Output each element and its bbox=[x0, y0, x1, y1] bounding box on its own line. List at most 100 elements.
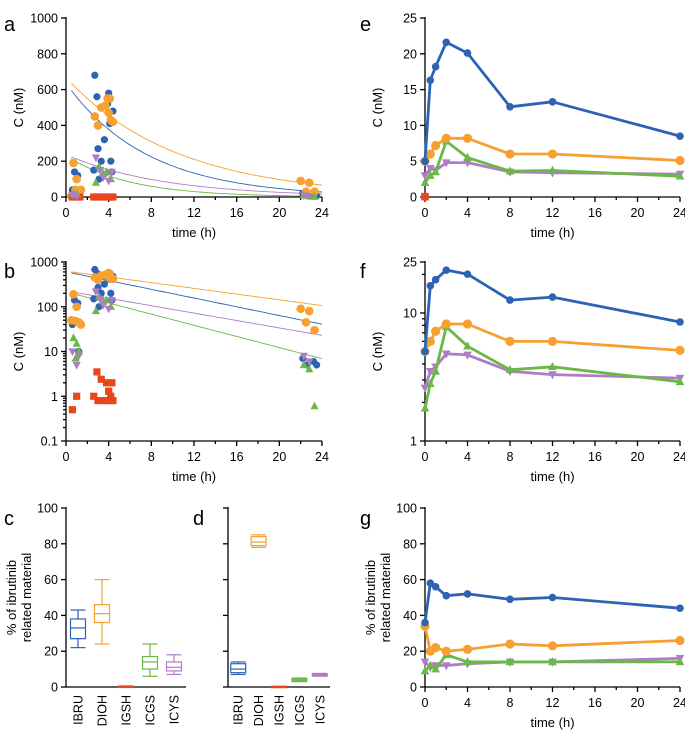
fit-line-icgs bbox=[71, 292, 323, 360]
data-point bbox=[305, 358, 314, 367]
data-point bbox=[463, 152, 472, 161]
data-point bbox=[425, 336, 435, 346]
data-point bbox=[108, 379, 116, 387]
data-point bbox=[299, 352, 308, 361]
y-tick-label: 800 bbox=[37, 47, 58, 61]
box-icgs: ICGS bbox=[141, 643, 159, 726]
data-point bbox=[442, 591, 451, 600]
data-point bbox=[462, 133, 473, 143]
series-icgs bbox=[420, 649, 685, 675]
data-point bbox=[426, 76, 435, 85]
y-tick-label: 0 bbox=[51, 681, 58, 695]
x-tick-label: 12 bbox=[546, 206, 560, 220]
data-point bbox=[76, 185, 86, 195]
data-point bbox=[296, 304, 305, 314]
data-point bbox=[97, 375, 105, 383]
data-point bbox=[675, 635, 685, 646]
panel-label-a: a bbox=[4, 14, 16, 36]
data-point bbox=[675, 345, 685, 355]
x-tick-label: 16 bbox=[588, 696, 602, 710]
series-icgs bbox=[420, 136, 685, 186]
x-tick-label: 16 bbox=[588, 450, 602, 464]
x-axis-label: time (h) bbox=[172, 225, 216, 240]
data-point bbox=[68, 406, 76, 414]
data-point bbox=[91, 178, 100, 186]
data-point bbox=[431, 643, 441, 653]
x-tick-label: 4 bbox=[464, 206, 471, 220]
data-point bbox=[305, 364, 314, 373]
series-icys bbox=[68, 154, 314, 201]
data-point bbox=[426, 378, 435, 388]
data-point bbox=[108, 274, 118, 284]
data-point bbox=[74, 352, 83, 361]
y-tick-label: 20 bbox=[44, 645, 58, 659]
category-label: ICYS bbox=[168, 695, 182, 724]
data-point bbox=[463, 657, 472, 666]
box-icgs: ICGS bbox=[291, 677, 308, 726]
data-point bbox=[105, 94, 115, 103]
data-point bbox=[73, 392, 81, 400]
data-point bbox=[506, 595, 514, 604]
data-point bbox=[107, 392, 115, 400]
x-tick-label: 8 bbox=[507, 696, 514, 710]
box-igsh: IGSH bbox=[270, 685, 288, 726]
x-tick-label: 8 bbox=[148, 206, 155, 220]
data-point bbox=[100, 136, 108, 144]
y-tick-label: 0 bbox=[410, 191, 417, 205]
fit-line-ibru bbox=[70, 90, 323, 193]
panel-d: d IBRU DIOH IGSH ICGS ICYS bbox=[193, 507, 330, 726]
data-point bbox=[505, 364, 515, 374]
x-tick-label: 12 bbox=[546, 450, 560, 464]
y-tick-label: 40 bbox=[44, 609, 58, 623]
data-point bbox=[313, 361, 321, 369]
y-axis-label: C (nM) bbox=[370, 332, 385, 372]
data-point bbox=[431, 664, 440, 673]
data-point bbox=[104, 108, 113, 118]
data-point bbox=[505, 336, 515, 346]
series-dioh bbox=[67, 269, 319, 335]
box-body bbox=[250, 536, 267, 547]
data-point bbox=[431, 275, 440, 284]
data-point bbox=[442, 38, 451, 47]
data-point bbox=[547, 149, 558, 159]
data-point bbox=[102, 193, 111, 201]
data-point bbox=[108, 117, 118, 127]
data-point bbox=[462, 319, 473, 329]
data-point bbox=[506, 296, 514, 304]
data-point bbox=[431, 582, 440, 591]
data-point bbox=[431, 167, 440, 176]
data-point bbox=[100, 280, 108, 288]
box-body bbox=[141, 655, 159, 670]
box-body bbox=[230, 663, 247, 674]
y-axis-label: C (nM) bbox=[11, 88, 26, 128]
x-tick-label: 0 bbox=[422, 450, 429, 464]
data-point bbox=[99, 301, 108, 310]
data-point bbox=[441, 159, 451, 168]
data-point bbox=[102, 295, 111, 304]
data-point bbox=[72, 339, 81, 347]
x-tick-label: 12 bbox=[546, 696, 560, 710]
data-point bbox=[548, 97, 557, 106]
panel-label-g: g bbox=[360, 508, 371, 530]
data-point bbox=[90, 295, 98, 303]
data-point bbox=[98, 193, 106, 201]
data-point bbox=[548, 657, 557, 666]
y-axis-label: C (nM) bbox=[11, 332, 26, 372]
data-point bbox=[310, 401, 319, 410]
data-point bbox=[296, 176, 305, 186]
data-point bbox=[94, 193, 102, 201]
panel-a: a 0 200 400 600 800 1000 0 4 8 12 16 20 24 time (h) C (… bbox=[4, 12, 329, 241]
data-point bbox=[68, 348, 77, 357]
data-point bbox=[426, 660, 435, 669]
y-tick-label: 1 bbox=[51, 390, 58, 404]
data-point bbox=[99, 174, 108, 182]
panel-label-f: f bbox=[360, 261, 366, 283]
data-point bbox=[421, 192, 429, 201]
data-point bbox=[109, 193, 117, 201]
x-tick-label: 12 bbox=[187, 206, 201, 220]
data-point bbox=[420, 658, 430, 667]
data-point bbox=[109, 396, 117, 405]
box-body bbox=[69, 618, 87, 640]
data-point bbox=[463, 590, 472, 598]
y-tick-label: 10 bbox=[403, 119, 417, 133]
